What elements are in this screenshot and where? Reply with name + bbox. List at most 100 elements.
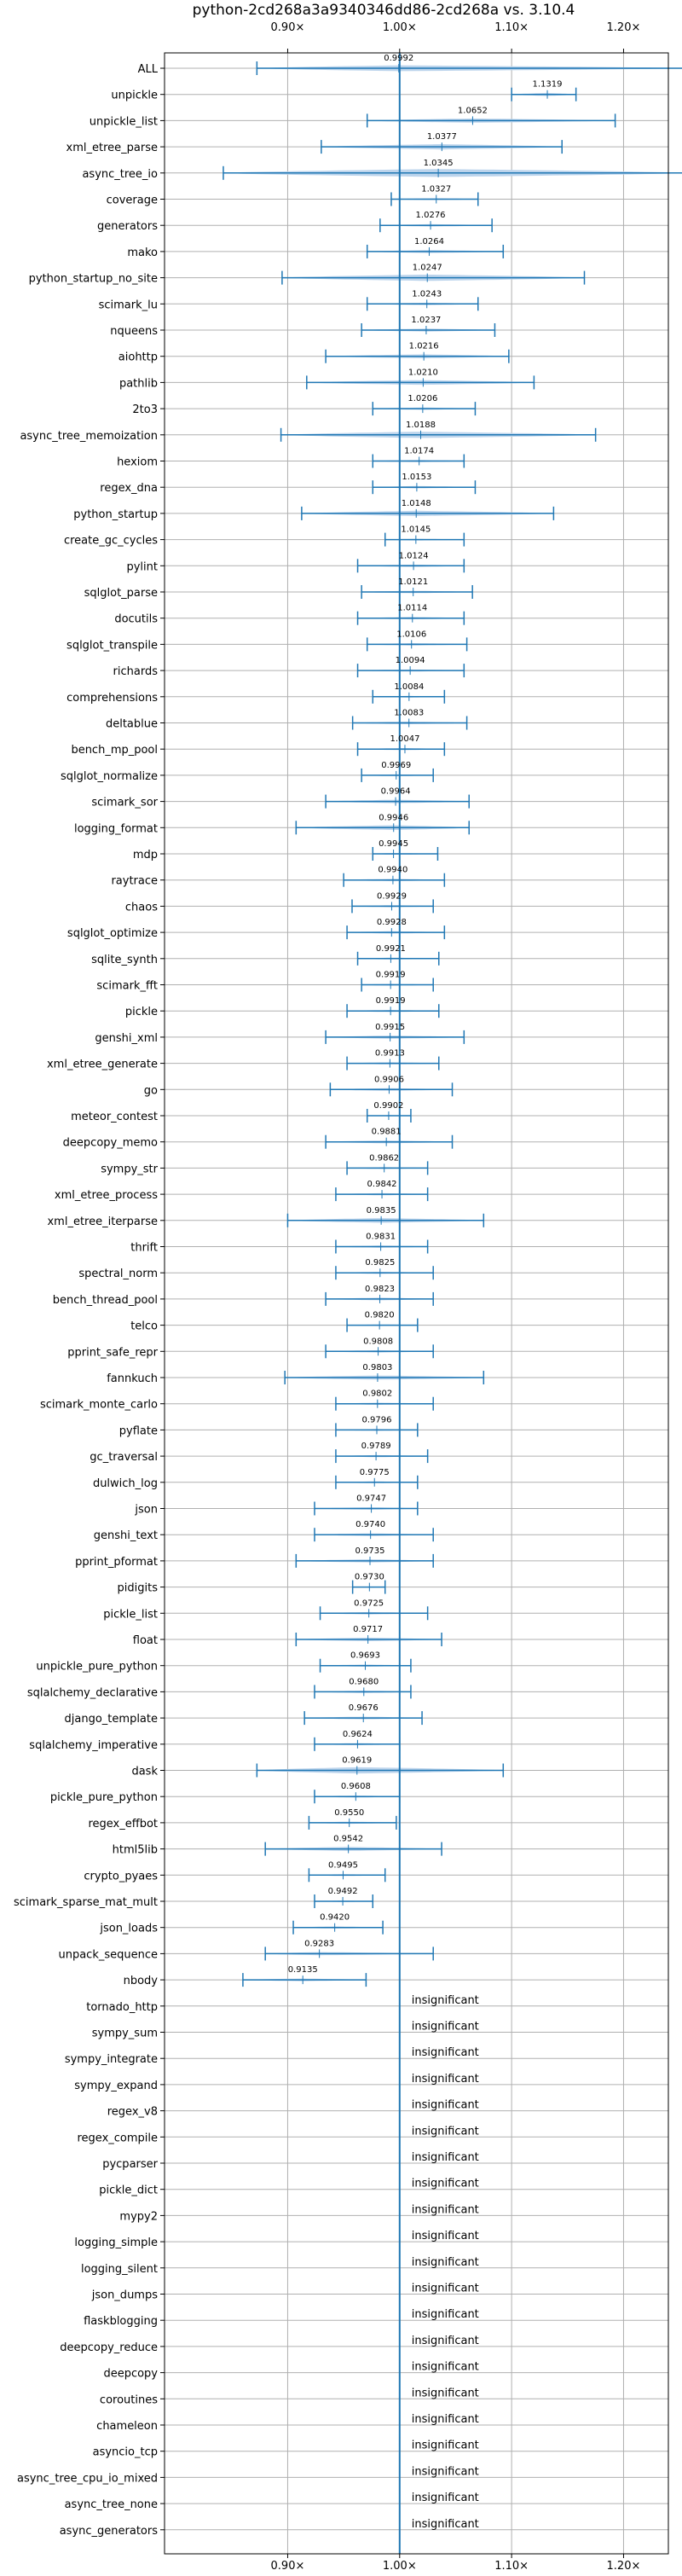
category-label: sympy_integrate xyxy=(65,2053,158,2066)
insignificant-label: insignificant xyxy=(412,2125,479,2138)
category-label: pylint xyxy=(126,560,158,573)
category-label: create_gc_cycles xyxy=(64,535,158,548)
x-tick-label-bottom: 1.00× xyxy=(383,2560,417,2573)
data-label: 1.0094 xyxy=(396,656,425,665)
category-label: generators xyxy=(97,220,158,233)
category-label: tornado_http xyxy=(86,2001,158,2014)
insignificant-label: insignificant xyxy=(412,2465,479,2478)
data-label: 0.9680 xyxy=(349,1677,379,1686)
category-label: float xyxy=(133,1634,158,1647)
category-label: sqlglot_optimize xyxy=(67,927,158,940)
data-label: 0.9492 xyxy=(328,1887,358,1896)
data-label: 1.0652 xyxy=(458,106,488,115)
category-label: chaos xyxy=(125,901,158,914)
data-label: 0.9969 xyxy=(381,761,411,770)
category-label: unpickle xyxy=(111,90,158,102)
labels: 0.90× 0.90× 1.00× 1.00× 1.10× 1.10× 1.20× 1.20×… xyxy=(14,21,640,2573)
category-label: telco xyxy=(130,1320,158,1333)
data-label: 0.9862 xyxy=(369,1153,399,1163)
insignificant-label: insignificant xyxy=(412,2230,479,2242)
category-label: pickle_pure_python xyxy=(50,1791,158,1804)
category-label: pyflate xyxy=(119,1424,158,1437)
data-label: 0.9964 xyxy=(381,787,411,797)
data-label: 0.9946 xyxy=(379,813,408,822)
category-label: fannkuch xyxy=(107,1372,158,1385)
data-label: 1.0210 xyxy=(408,368,438,377)
data-label: 0.9624 xyxy=(343,1730,373,1739)
data-label: 0.9928 xyxy=(377,918,407,927)
category-label: crypto_pyaes xyxy=(84,1870,158,1883)
insignificant-label: insignificant xyxy=(412,2335,479,2347)
insignificant-label: insignificant xyxy=(412,1994,479,2007)
data-label: 0.9919 xyxy=(376,971,406,980)
category-label: asyncio_tcp xyxy=(93,2446,158,2459)
category-label: coverage xyxy=(107,194,158,207)
category-label: deepcopy xyxy=(103,2368,158,2381)
data-label: 1.0124 xyxy=(399,551,429,560)
category-label: scimark_fft xyxy=(96,980,158,993)
x-tick-label-top: 1.10× xyxy=(494,21,529,34)
data-label: 1.0327 xyxy=(421,185,451,194)
insignificant-label: insignificant xyxy=(412,2361,479,2374)
category-label: pickle_dict xyxy=(99,2184,158,2197)
category-label: sympy_expand xyxy=(74,2080,158,2092)
category-label: unpickle_list xyxy=(90,115,158,128)
data-label: 0.9135 xyxy=(288,1965,318,1975)
category-label: pickle xyxy=(125,1006,158,1018)
category-label: sqlglot_transpile xyxy=(66,639,158,652)
insignificant-label: insignificant xyxy=(412,2283,479,2295)
data-label: 0.9740 xyxy=(355,1520,385,1529)
data-label: 1.0153 xyxy=(402,473,431,482)
insignificant-label: insignificant xyxy=(412,2151,479,2164)
chart-title: python-2cd268a3a9340346dd86-2cd268a vs. … xyxy=(193,2,575,19)
x-tick-label-top: 0.90× xyxy=(271,21,305,34)
category-label: ALL xyxy=(138,63,159,76)
category-label: xml_etree_process xyxy=(55,1189,158,1202)
category-label: aiohttp xyxy=(118,351,158,364)
data-label: 0.9825 xyxy=(365,1258,395,1268)
category-label: sqlglot_normalize xyxy=(61,770,158,783)
category-label: meteor_contest xyxy=(71,1111,158,1123)
category-label: sympy_sum xyxy=(92,2028,158,2040)
data-label: 0.9929 xyxy=(377,891,407,901)
category-label: deltablue xyxy=(106,718,158,731)
category-label: pathlib xyxy=(119,377,158,390)
data-label: 1.0377 xyxy=(427,132,457,142)
category-label: genshi_xml xyxy=(95,1032,158,1045)
category-label: mako xyxy=(127,247,158,259)
x-tick-label-bottom: 1.10× xyxy=(494,2560,529,2573)
category-label: pickle_list xyxy=(103,1608,158,1621)
data-label: 0.9902 xyxy=(373,1101,403,1111)
data-label: 1.1319 xyxy=(533,80,563,90)
category-label: scimark_monte_carlo xyxy=(40,1399,158,1412)
category-label: dask xyxy=(131,1766,158,1778)
insignificant-label: insignificant xyxy=(412,2492,479,2504)
data-label: 0.9945 xyxy=(379,839,408,849)
category-label: deepcopy_reduce xyxy=(60,2341,158,2354)
category-label: xml_etree_parse xyxy=(66,142,158,154)
data-label: 1.0243 xyxy=(412,289,442,299)
category-label: scimark_sor xyxy=(91,797,158,809)
category-label: hexiom xyxy=(117,456,158,469)
data-label: 1.0247 xyxy=(413,264,442,273)
data-label: 0.9808 xyxy=(363,1337,393,1346)
data-label: 1.0106 xyxy=(396,629,426,639)
data-label: 1.0216 xyxy=(409,342,439,351)
data-label: 1.0114 xyxy=(397,604,427,613)
category-label: raytrace xyxy=(111,875,158,888)
category-label: json xyxy=(134,1504,158,1517)
insignificant-label: insignificant xyxy=(412,2308,479,2321)
category-label: thrift xyxy=(130,1242,158,1255)
category-label: dulwich_log xyxy=(93,1477,158,1490)
category-label: xml_etree_iterparse xyxy=(47,1215,158,1228)
data-label: 0.9802 xyxy=(362,1390,392,1399)
marks xyxy=(164,52,682,2555)
category-label: bench_mp_pool xyxy=(71,744,158,757)
category-label: go xyxy=(144,1084,158,1097)
x-tick-label-bottom: 1.20× xyxy=(607,2560,641,2573)
category-label: deepcopy_memo xyxy=(63,1137,158,1150)
data-label: 0.9775 xyxy=(360,1468,390,1477)
category-label: comprehensions xyxy=(66,692,158,705)
